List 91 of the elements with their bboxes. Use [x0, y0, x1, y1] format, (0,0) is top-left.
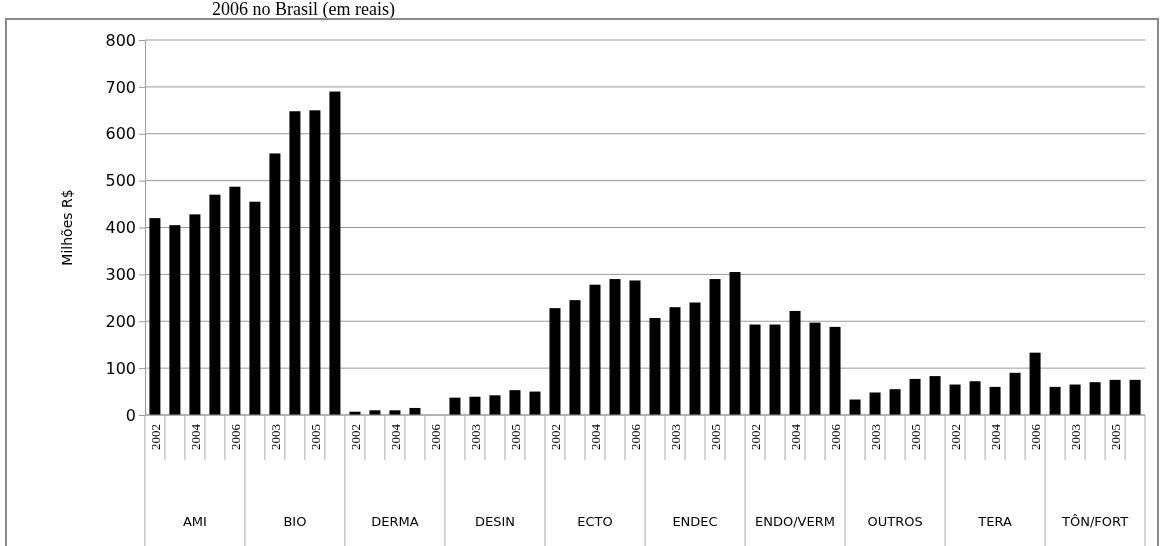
bar	[1049, 386, 1061, 415]
bar	[489, 395, 501, 415]
bar	[1129, 379, 1141, 415]
bar	[829, 326, 841, 415]
bar	[1109, 379, 1121, 415]
bar	[689, 302, 701, 415]
bar	[729, 272, 741, 415]
x-tick-label: 2004	[587, 423, 603, 450]
y-tick-label: 200	[105, 311, 136, 331]
bar	[229, 186, 241, 415]
text: DERMA	[371, 514, 419, 529]
y-tick-label: 700	[105, 77, 136, 97]
bar	[569, 300, 581, 415]
x-tick-label: 2004	[187, 423, 203, 450]
x-tick-label: 2003	[668, 424, 684, 450]
x-tick-label: 2005	[307, 424, 323, 450]
bar	[209, 194, 221, 415]
text: AMI	[182, 514, 207, 529]
x-tick-label: 2004	[387, 423, 403, 450]
bar	[1029, 352, 1041, 415]
x-tick-label: 2006	[1028, 423, 1044, 450]
bar	[529, 391, 541, 415]
bar	[769, 324, 781, 415]
bar	[789, 310, 801, 415]
x-tick-label: 2002	[147, 424, 163, 450]
x-tick-label: 2005	[908, 424, 924, 450]
bar	[329, 91, 341, 415]
x-tick-label: 2003	[267, 424, 283, 450]
bar	[709, 279, 721, 415]
bar	[909, 378, 921, 415]
bar	[609, 279, 621, 415]
y-tick-label: 400	[105, 218, 136, 238]
y-tick-label: 0	[125, 405, 136, 425]
x-tick-label: 2002	[948, 424, 964, 450]
bar	[629, 280, 641, 415]
bar	[249, 201, 261, 415]
text: DESIN	[474, 514, 515, 529]
text: ENDEC	[672, 514, 718, 529]
y-tick-label: 800	[105, 30, 136, 50]
chart-title: 2006 no Brasil (em reais)	[212, 0, 395, 20]
text: ECTO	[577, 514, 613, 529]
x-tick-label: 2005	[507, 424, 523, 450]
x-tick-label: 2004	[788, 423, 804, 450]
y-tick-label: 500	[105, 171, 136, 191]
y-tick-label: 600	[105, 124, 136, 144]
bar	[849, 399, 861, 415]
bar	[509, 390, 521, 415]
bar	[809, 322, 821, 415]
y-tick-label: 100	[105, 358, 136, 378]
bar	[749, 324, 761, 415]
bar	[949, 384, 961, 415]
x-tick-label: 2006	[828, 423, 844, 450]
text: OUTROS	[867, 514, 923, 529]
y-tick-label: 300	[105, 264, 136, 284]
bar	[1069, 384, 1081, 415]
bar	[969, 381, 981, 415]
bar	[589, 284, 601, 415]
x-tick-label: 2005	[708, 424, 724, 450]
x-tick-label: 2006	[628, 423, 643, 450]
x-tick-label: 2004	[988, 423, 1004, 450]
x-tick-label: 2002	[748, 424, 764, 450]
bar	[669, 307, 681, 415]
x-tick-label: 2003	[868, 424, 884, 450]
bar	[469, 396, 481, 415]
text: TÔN/FORT	[1061, 514, 1129, 529]
x-tick-label: 2006	[427, 423, 443, 450]
bar	[549, 308, 561, 415]
bar	[309, 110, 321, 415]
x-tick-label: 2002	[347, 424, 363, 450]
x-tick-label: 2005	[1108, 424, 1124, 450]
x-tick-label: 2002	[547, 424, 563, 450]
x-tick-label: 2003	[1068, 424, 1084, 450]
bar	[449, 397, 461, 415]
bar	[189, 214, 201, 415]
bar	[149, 218, 161, 415]
bar	[269, 153, 281, 415]
bar	[989, 386, 1001, 415]
text: TERA	[977, 514, 1012, 529]
bar	[929, 376, 941, 415]
y-axis-title: Milhões R$	[59, 189, 75, 266]
text: BIO	[283, 514, 307, 529]
bar	[169, 225, 181, 415]
bar	[1089, 382, 1101, 415]
text: ENDO/VERM	[755, 514, 835, 529]
bar	[889, 389, 901, 415]
bar	[649, 317, 661, 415]
bar	[289, 111, 301, 415]
bar	[869, 392, 881, 415]
bar	[1009, 372, 1021, 415]
x-tick-label: 2006	[227, 423, 243, 450]
x-tick-label: 2003	[467, 424, 483, 450]
